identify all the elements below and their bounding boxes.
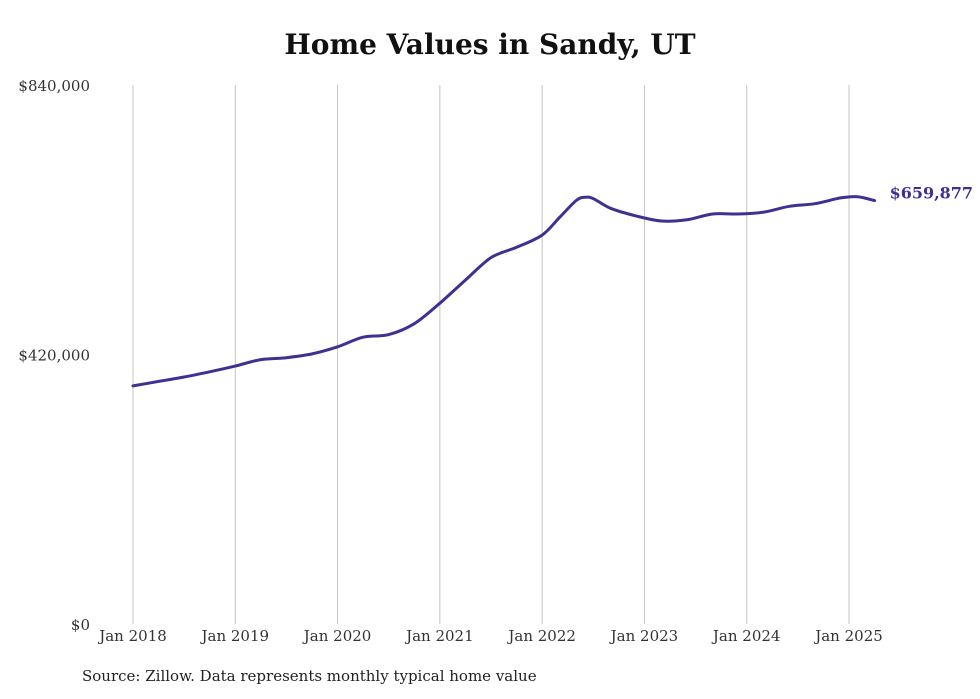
home-value-line	[131, 195, 877, 388]
y-axis-tick-labels: $0 $420,000 $840,000	[18, 77, 90, 634]
x-tick-label: Jan 2021	[404, 627, 474, 645]
series-layer	[131, 195, 877, 388]
source-note: Source: Zillow. Data represents monthly …	[82, 667, 537, 685]
x-tick-label: Jan 2025	[813, 627, 883, 645]
x-tick-label: Jan 2019	[200, 627, 270, 645]
y-tick-label: $420,000	[18, 347, 90, 365]
y-tick-label: $840,000	[18, 77, 90, 95]
x-tick-label: Jan 2020	[302, 627, 372, 645]
x-tick-label: Jan 2022	[506, 627, 576, 645]
chart-title: Home Values in Sandy, UT	[284, 28, 696, 61]
y-tick-label: $0	[71, 616, 90, 634]
grid-lines	[132, 85, 850, 624]
end-value-label: $659,877	[890, 184, 974, 203]
x-tick-label: Jan 2024	[711, 627, 781, 645]
x-tick-label: Jan 2018	[97, 627, 167, 645]
x-tick-label: Jan 2023	[609, 627, 679, 645]
annotation-layer: $659,877	[890, 184, 974, 203]
x-axis-tick-labels: Jan 2018 Jan 2019 Jan 2020 Jan 2021 Jan 2022…	[97, 627, 883, 645]
